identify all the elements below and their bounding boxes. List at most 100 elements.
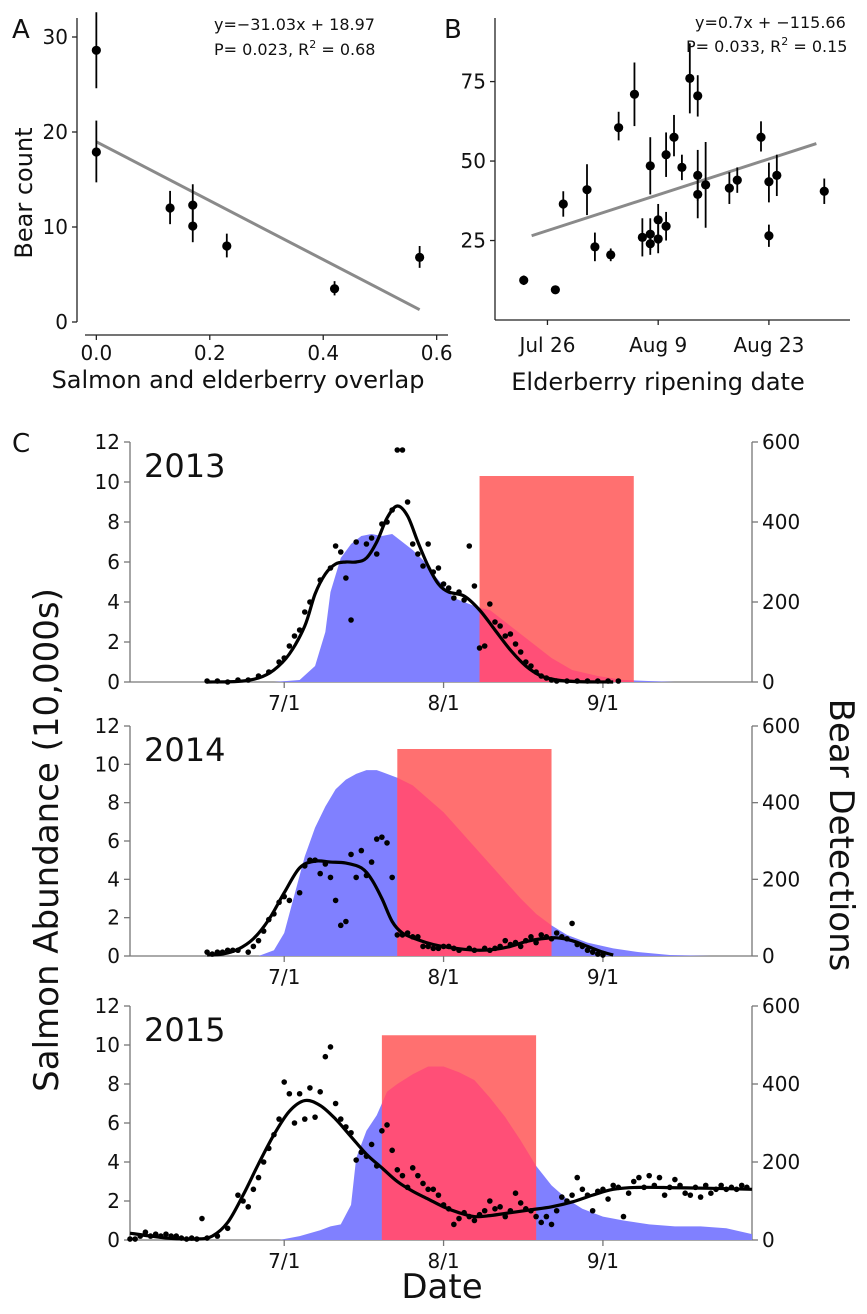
left-tick-label: 2 [107, 906, 120, 930]
bear-point [425, 1186, 431, 1193]
bear-point [255, 937, 262, 944]
bear-point [584, 947, 591, 954]
bear-point [661, 1192, 668, 1198]
panel-b-point [661, 150, 671, 160]
bear-point [389, 874, 395, 881]
panel-b-point [669, 132, 679, 142]
x-tick-label: 7/1 [268, 965, 300, 989]
bear-point [394, 447, 401, 453]
bear-point [296, 1090, 303, 1097]
bear-point [250, 943, 257, 950]
bear-point [296, 889, 303, 896]
bear-point [517, 649, 524, 655]
bear-point [481, 643, 488, 649]
left-tick-label: 10 [95, 752, 120, 776]
left-tick-label: 6 [107, 550, 120, 574]
bear-point [492, 1206, 498, 1212]
bear-point [368, 859, 375, 865]
bear-point [559, 1194, 565, 1200]
bear-point [363, 541, 370, 547]
panel-a-stats-tail: = 0.68 [316, 40, 375, 59]
bear-point [373, 836, 380, 842]
bear-point [625, 1190, 632, 1196]
bear-point [605, 1196, 611, 1202]
bear-point [332, 543, 339, 549]
panel-b-point [693, 91, 703, 101]
bear-point [343, 575, 349, 581]
panel-a-fit-line [95, 140, 421, 311]
bear-point [260, 1159, 267, 1165]
left-tick-label: 8 [107, 510, 120, 534]
bear-point [682, 1190, 688, 1196]
bear-point [348, 617, 354, 623]
right-tick-label: 200 [762, 867, 800, 891]
panel-a-point [415, 252, 425, 262]
bear-point [456, 1215, 462, 1222]
bear-point [636, 1174, 642, 1181]
bear-point [127, 1236, 133, 1242]
bear-point [286, 897, 293, 904]
panel-a-equation: y=−31.03x + 18.97 [214, 15, 375, 34]
left-tick-label: 2 [107, 1189, 120, 1213]
bear-point [409, 541, 416, 547]
left-tick-label: 8 [107, 1072, 120, 1096]
panel-b-x-tick-label: Aug 23 [733, 333, 804, 357]
panel-b-point [819, 186, 829, 196]
left-tick-label: 8 [107, 791, 120, 815]
panel-a-letter: A [12, 15, 30, 45]
bear-point [317, 1089, 323, 1095]
bear-point [528, 934, 534, 940]
panel-a-x-label: Salmon and elderberry overlap [52, 366, 425, 394]
year-label: 2013 [144, 447, 225, 485]
bear-point [594, 951, 601, 957]
bear-point [409, 1165, 416, 1171]
panel-b-point [606, 250, 616, 260]
bear-point [569, 920, 575, 927]
bear-point [245, 949, 252, 955]
bear-point [235, 1192, 241, 1198]
bear-point [415, 551, 421, 557]
right-tick-label: 0 [762, 670, 775, 694]
bear-point [399, 447, 406, 453]
panel-b-x-label: Elderberry ripening date [511, 368, 804, 396]
right-tick-label: 0 [762, 944, 775, 968]
panel-c-y-label: Salmon Abundance (10,000s) [27, 588, 67, 1092]
bear-point [451, 1221, 457, 1228]
bear-point [574, 1174, 581, 1181]
bear-point [255, 1174, 262, 1181]
bear-point [517, 1200, 524, 1206]
x-tick-label: 9/1 [587, 691, 619, 715]
panel-b-point [653, 215, 663, 225]
bear-point [476, 645, 483, 651]
bear-point [471, 1217, 478, 1224]
bear-point [348, 851, 354, 858]
bear-point [420, 563, 426, 569]
panel-b-point [637, 232, 647, 242]
panel-c-y2-label: Bear Detections [821, 699, 861, 972]
bear-point [224, 1225, 231, 1232]
panel-a-y-label: Bear count [10, 127, 38, 258]
panel-b-letter: B [444, 15, 462, 45]
bear-point [430, 945, 437, 952]
panel-b-stats-tail: = 0.15 [788, 37, 847, 56]
panel-b-point [693, 189, 703, 200]
bear-point [394, 932, 401, 938]
panel-b-point [519, 275, 529, 285]
panel-a-y-tick-label: 20 [43, 120, 68, 144]
bear-point [435, 565, 442, 571]
x-tick-label: 9/1 [587, 965, 619, 989]
bear-point [738, 1182, 745, 1189]
panel-a-y-tick-label: 0 [55, 310, 68, 334]
left-tick-label: 12 [95, 430, 120, 454]
overlap-area [397, 777, 552, 956]
panel-b: 25 50 75 Jul 26 Aug 9 Aug 23 Elderberry ripeni… [444, 13, 850, 396]
bear-point [507, 631, 514, 637]
panel-b-point [701, 180, 711, 190]
panel-b-point [645, 161, 655, 171]
bear-point [379, 834, 385, 840]
bear-point [487, 601, 493, 607]
bear-point [718, 1182, 724, 1189]
